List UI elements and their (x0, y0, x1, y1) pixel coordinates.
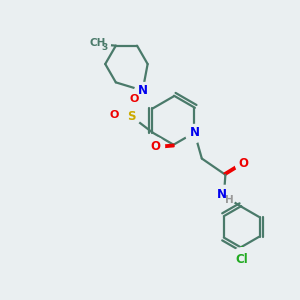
Text: N: N (217, 188, 226, 201)
Text: N: N (138, 84, 148, 97)
Text: CH: CH (89, 38, 106, 48)
Text: N: N (190, 126, 200, 139)
Text: 3: 3 (102, 43, 108, 52)
Text: O: O (129, 94, 139, 104)
Text: Cl: Cl (235, 253, 248, 266)
Text: O: O (109, 110, 119, 120)
Text: O: O (150, 140, 160, 153)
Text: S: S (127, 110, 136, 123)
Text: O: O (238, 157, 249, 170)
Text: H: H (225, 195, 234, 205)
